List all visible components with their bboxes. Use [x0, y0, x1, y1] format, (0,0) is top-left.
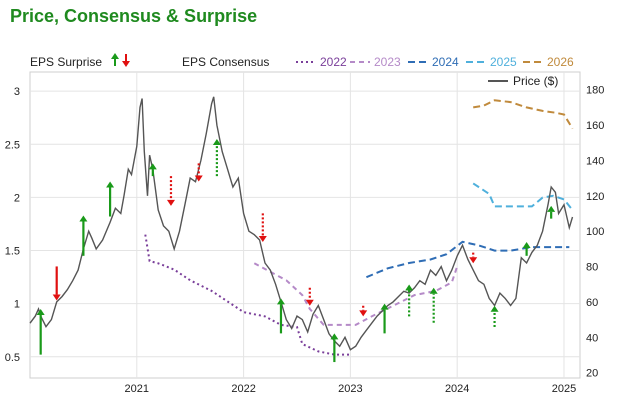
price-line [29, 96, 574, 351]
surprise-arrow-up [380, 303, 389, 334]
legend-price-label: Price ($) [513, 74, 558, 88]
surprise-arrow-up [106, 181, 115, 217]
surprise-arrow-up [490, 305, 499, 327]
y-left-tick-label: 0.5 [5, 352, 20, 364]
surprise-arrow-up [429, 287, 438, 323]
surprise-arrow-down [52, 266, 61, 301]
x-tick-label: 2022 [231, 383, 255, 395]
y-left-tick-label: 1.5 [5, 246, 20, 258]
legend: EPS Surprise EPS Consensus 2022 2023 2024 2… [30, 53, 574, 88]
left-axis-ticks: 0.5 1 1.5 2 2.5 3 [5, 86, 20, 364]
y-right-tick-label: 180 [586, 85, 604, 97]
grid-lines [30, 72, 580, 378]
consensus-line-2025 [472, 182, 574, 211]
x-tick-label: 2025 [552, 383, 576, 395]
y-right-tick-label: 80 [586, 262, 598, 274]
surprise-arrow-down [166, 176, 175, 206]
legend-label-2023: 2023 [374, 55, 401, 69]
legend-label-2025: 2025 [490, 55, 517, 69]
surprise-arrow-down [305, 287, 314, 306]
y-left-tick-label: 3 [14, 86, 20, 98]
surprise-arrow-up [330, 333, 339, 363]
x-tick-label: 2024 [445, 383, 469, 395]
surprise-arrow-up [522, 242, 531, 256]
legend-label-2026: 2026 [547, 55, 574, 69]
y-right-tick-label: 60 [586, 297, 598, 309]
y-left-tick-label: 1 [14, 299, 20, 311]
surprise-arrow-up [405, 284, 414, 317]
price-line-group [29, 96, 574, 351]
y-left-tick-label: 2 [14, 192, 20, 204]
legend-up-arrow-icon [111, 53, 119, 66]
consensus-line-2026 [473, 99, 574, 130]
x-tick-label: 2023 [338, 383, 362, 395]
legend-series-entries: 2022 2023 2024 2025 2026 [296, 55, 574, 69]
surprise-arrow-up [36, 308, 45, 355]
y-right-tick-label: 100 [586, 226, 604, 238]
x-axis-ticks: 2021 2022 2023 2024 2025 [125, 383, 577, 395]
surprise-arrow-down [194, 163, 203, 182]
surprise-arrow-up [148, 163, 157, 177]
y-right-tick-label: 120 [586, 191, 604, 203]
surprise-arrow-down [359, 305, 368, 317]
legend-consensus-label: EPS Consensus [182, 55, 269, 69]
surprise-arrow-up [212, 138, 221, 177]
legend-label-2022: 2022 [320, 55, 347, 69]
consensus-line-2022 [144, 234, 351, 356]
legend-down-arrow-icon [122, 54, 130, 67]
legend-label-2024: 2024 [432, 55, 459, 69]
right-axis-ticks: 20 40 60 80 100 120 140 160 180 [586, 85, 604, 380]
surprise-arrow-up [276, 298, 285, 334]
y-right-tick-label: 40 [586, 332, 598, 344]
y-right-tick-label: 160 [586, 120, 604, 132]
chart-title: Price, Consensus & Surprise [10, 6, 258, 26]
surprise-arrows [36, 138, 556, 363]
y-right-tick-label: 20 [586, 368, 598, 380]
surprise-arrow-up [547, 205, 556, 219]
x-tick-label: 2021 [125, 383, 149, 395]
surprise-arrow-up [79, 215, 88, 256]
y-right-tick-label: 140 [586, 155, 604, 167]
y-left-tick-label: 2.5 [5, 139, 20, 151]
plot-area [29, 71, 581, 379]
surprise-arrow-down [469, 252, 478, 264]
legend-surprise-label: EPS Surprise [30, 55, 102, 69]
surprise-arrow-down [258, 213, 267, 242]
